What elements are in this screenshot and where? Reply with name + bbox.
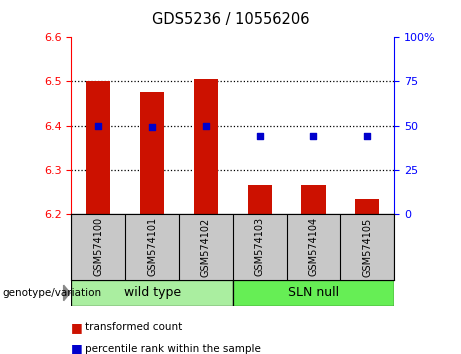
Point	[148, 125, 156, 130]
Text: GSM574104: GSM574104	[308, 217, 319, 276]
Text: GSM574102: GSM574102	[201, 217, 211, 276]
Text: wild type: wild type	[124, 286, 181, 299]
Bar	[71, 280, 233, 306]
Text: ■: ■	[71, 342, 87, 354]
Text: GSM574105: GSM574105	[362, 217, 372, 276]
Text: genotype/variation: genotype/variation	[2, 288, 101, 298]
Text: GSM574103: GSM574103	[254, 217, 265, 276]
Point	[202, 123, 210, 129]
Text: percentile rank within the sample: percentile rank within the sample	[85, 344, 261, 354]
Bar	[140, 92, 164, 214]
Bar	[233, 280, 394, 306]
Text: GDS5236 / 10556206: GDS5236 / 10556206	[152, 12, 309, 27]
Point	[95, 123, 102, 129]
Polygon shape	[64, 285, 70, 301]
Bar	[248, 185, 272, 214]
Text: ■: ■	[71, 321, 87, 334]
Point	[364, 133, 371, 139]
Point	[256, 133, 263, 139]
Point	[310, 133, 317, 139]
Bar	[301, 185, 325, 214]
Bar	[194, 79, 218, 214]
Bar	[355, 199, 379, 214]
Text: SLN null: SLN null	[288, 286, 339, 299]
Text: GSM574101: GSM574101	[147, 217, 157, 276]
Text: GSM574100: GSM574100	[93, 217, 103, 276]
Bar	[86, 81, 111, 214]
Text: transformed count: transformed count	[85, 322, 183, 332]
